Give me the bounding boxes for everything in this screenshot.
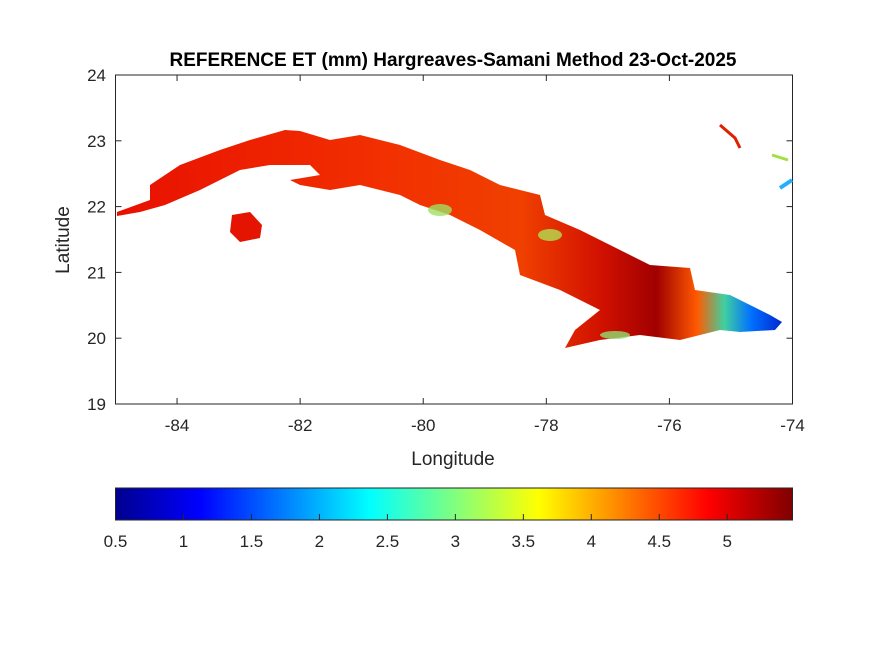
main-island — [117, 130, 782, 348]
green-patch — [428, 204, 452, 216]
cuba-map — [117, 123, 794, 348]
small-island — [719, 123, 742, 149]
colorbar-tick-label: 1.5 — [240, 532, 264, 551]
small-island — [778, 178, 794, 190]
green-patch — [538, 229, 562, 241]
x-tick-label: -78 — [534, 416, 559, 435]
y-tick-label: 21 — [87, 263, 106, 282]
y-tick-label: 22 — [87, 198, 106, 217]
x-tick-label: -82 — [288, 416, 313, 435]
colorbar-tick-label: 2 — [315, 532, 324, 551]
small-island — [771, 153, 789, 162]
colorbar-tick-label: 4 — [587, 532, 596, 551]
chart-title: REFERENCE ET (mm) Hargreaves-Samani Meth… — [170, 50, 737, 71]
colorbar-tick-label: 4.5 — [647, 532, 671, 551]
y-tick-label: 20 — [87, 329, 106, 348]
y-tick-label: 24 — [87, 66, 106, 85]
colorbar-tick-label: 3 — [451, 532, 460, 551]
plot-area — [115, 74, 793, 405]
colorbar-tick-label: 1 — [179, 532, 188, 551]
x-tick-label: -76 — [657, 416, 682, 435]
colorbar-tick-label: 5 — [723, 532, 732, 551]
colorbar-tick-label: 0.5 — [104, 532, 128, 551]
y-tick-label: 19 — [87, 395, 106, 414]
y-axis-label: Latitude — [53, 206, 74, 274]
x-tick-label: -80 — [411, 416, 436, 435]
colorbar-tick-label: 3.5 — [512, 532, 536, 551]
isle-of-youth — [230, 212, 262, 242]
y-tick-label: 23 — [87, 132, 106, 151]
x-tick-label: -84 — [165, 416, 190, 435]
colorbar — [115, 487, 793, 521]
green-patch — [600, 331, 630, 339]
x-tick-label: -74 — [780, 416, 805, 435]
x-axis-label: Longitude — [411, 449, 494, 470]
colorbar-tick-label: 2.5 — [376, 532, 400, 551]
